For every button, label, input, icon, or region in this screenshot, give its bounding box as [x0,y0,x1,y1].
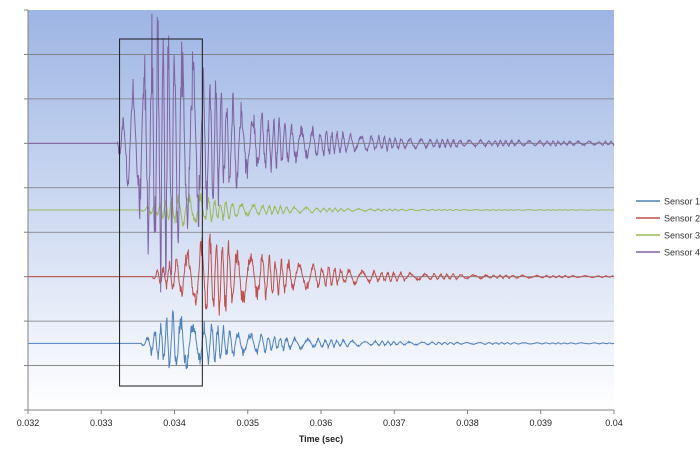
highlight-box [119,38,203,387]
legend-label: Sensor 4 [664,248,700,258]
legend-label: Sensor 1 [664,197,700,207]
x-tick-label: 0.033 [90,418,113,428]
legend-label: Sensor 3 [664,231,700,241]
series-line-sensor-1 [28,309,615,370]
x-tick-label: 0.039 [529,418,552,428]
legend: Sensor 1 Sensor 2 Sensor 3 Sensor 4 [636,197,700,258]
series-line-sensor-3 [28,193,615,228]
series-line-sensor-4 [28,13,615,293]
series-layer [28,13,615,370]
x-tick-label: 0.034 [163,418,186,428]
x-axis-title: Time (sec) [299,434,343,444]
x-tick-label: 0.038 [456,418,479,428]
x-tick-label: 0.032 [17,418,40,428]
x-tick-label: 0.035 [236,418,259,428]
x-tick-label: 0.037 [383,418,406,428]
series-line-sensor-2 [28,233,615,316]
x-tick-label: 0.036 [310,418,333,428]
x-tick-labels: 0.032 0.033 0.034 0.035 0.036 0.037 0.038 0.039… [17,410,623,428]
x-tick-label: 0.04 [605,418,623,428]
legend-label: Sensor 2 [664,214,700,224]
